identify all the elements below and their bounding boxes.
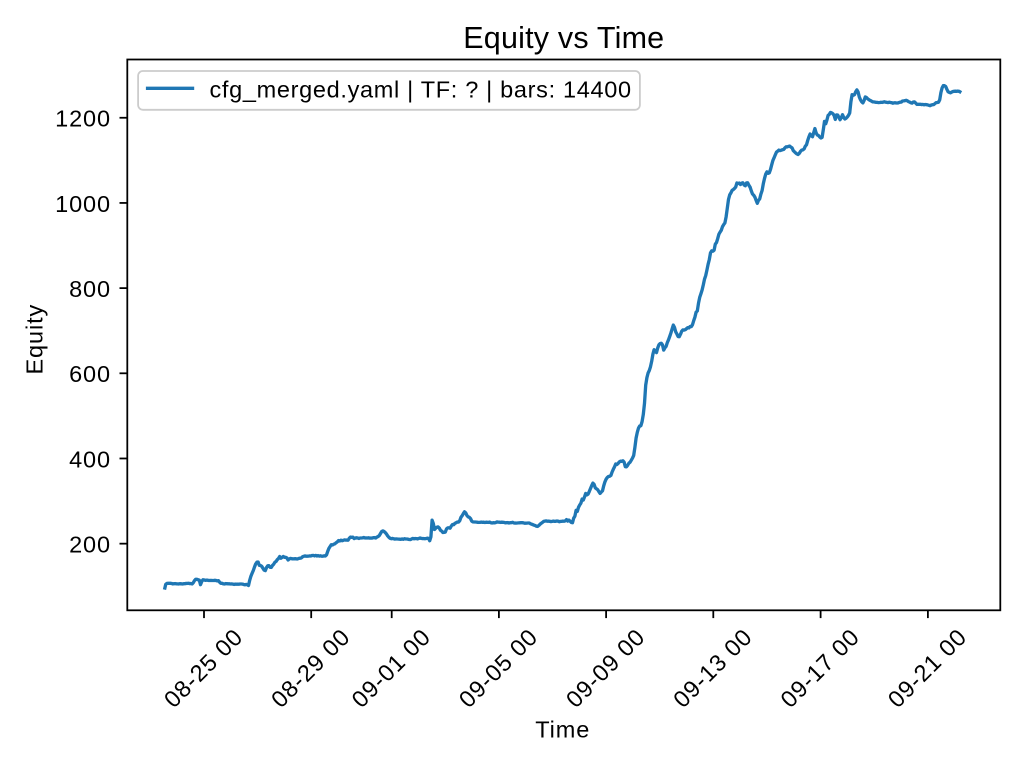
svg-text:1000: 1000 <box>55 191 111 217</box>
svg-text:200: 200 <box>69 532 111 558</box>
svg-text:Equity: Equity <box>22 304 48 375</box>
svg-text:400: 400 <box>69 446 111 472</box>
svg-text:1200: 1200 <box>55 106 111 132</box>
svg-text:cfg_merged.yaml | TF: ? | bars: cfg_merged.yaml | TF: ? | bars: 14400 <box>210 76 632 102</box>
svg-text:Time: Time <box>535 717 590 743</box>
svg-text:600: 600 <box>69 361 111 387</box>
svg-text:800: 800 <box>69 276 111 302</box>
svg-text:Equity vs Time: Equity vs Time <box>463 21 664 55</box>
